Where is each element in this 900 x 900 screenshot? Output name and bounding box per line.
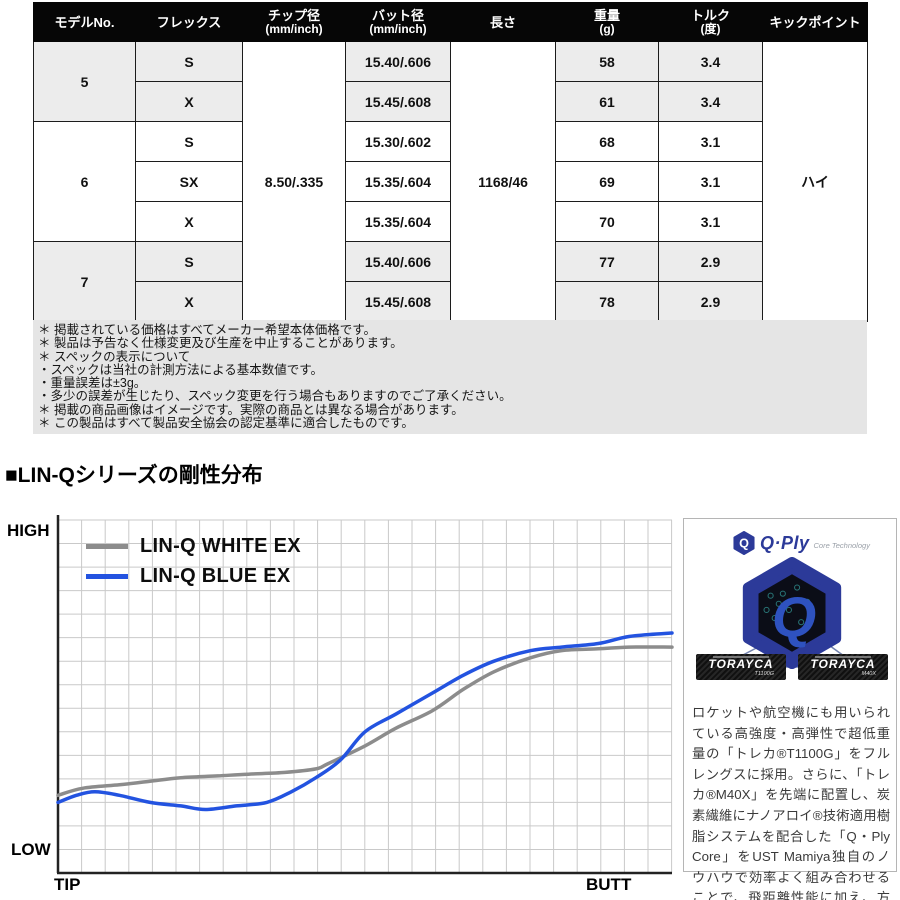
torayca-grade: T1100G bbox=[754, 671, 774, 677]
butt-cell: 15.40/.606 bbox=[345, 41, 451, 82]
torque-cell: 3.4 bbox=[658, 41, 763, 82]
butt-cell: 15.30/.602 bbox=[345, 121, 451, 162]
carbon-mesh-decoration bbox=[763, 584, 811, 626]
chart-legend: LIN-Q WHITE EX LIN-Q BLUE EX bbox=[86, 531, 301, 591]
flex-cell: S bbox=[135, 41, 243, 82]
model-cell: 5 bbox=[33, 41, 136, 122]
x-axis-label-tip: TIP bbox=[54, 875, 81, 894]
torque-cell: 2.9 bbox=[658, 281, 763, 322]
butt-cell: 15.35/.604 bbox=[345, 201, 451, 242]
svg-text:Q: Q bbox=[739, 537, 749, 551]
legend-item: LIN-Q BLUE EX bbox=[86, 561, 301, 591]
flex-cell: S bbox=[135, 241, 243, 282]
flex-cell: SX bbox=[135, 161, 243, 202]
weight-cell: 70 bbox=[555, 201, 659, 242]
spec-table: モデルNo. フレックス チップ径 (mm/inch) バット径 (mm/inch)… bbox=[33, 2, 868, 322]
tip-cell: 8.50/.335 bbox=[242, 41, 346, 322]
weight-cell: 77 bbox=[555, 241, 659, 282]
y-axis-label-high: HIGH bbox=[7, 521, 50, 540]
legend-label: LIN-Q BLUE EX bbox=[140, 564, 291, 587]
torque-cell: 3.1 bbox=[658, 161, 763, 202]
qply-logo-hexagon-icon: Q bbox=[733, 531, 755, 555]
col-header-butt: バット径 (mm/inch) bbox=[345, 2, 451, 42]
torque-cell: 2.9 bbox=[658, 241, 763, 282]
length-cell: 1168/46 bbox=[450, 41, 556, 322]
flex-cell: S bbox=[135, 121, 243, 162]
qply-technology-panel: Q Q·Ply Core Technology Q TORAYCA T1100G… bbox=[683, 518, 897, 900]
legend-item: LIN-Q WHITE EX bbox=[86, 531, 301, 561]
svg-text:Q: Q bbox=[772, 585, 816, 649]
flex-cell: X bbox=[135, 201, 243, 242]
torque-cell: 3.1 bbox=[658, 121, 763, 162]
torayca-grade: M40X bbox=[861, 671, 876, 677]
flex-cell: X bbox=[135, 81, 243, 122]
torayca-label: TORAYCA bbox=[810, 657, 876, 671]
note-line: ・スペックは当社の計測方法による基本数値です。 bbox=[38, 362, 324, 377]
butt-cell: 15.45/.608 bbox=[345, 281, 451, 322]
note-line: ＊ 掲載の商品画像はイメージです。実際の商品とは異なる場合があります。 bbox=[38, 402, 464, 417]
spec-header-row: モデルNo. フレックス チップ径 (mm/inch) バット径 (mm/inch)… bbox=[33, 2, 868, 42]
stiffness-chart bbox=[56, 515, 674, 875]
flex-cell: X bbox=[135, 281, 243, 322]
table-row: SX 15.35/.604 69 3.1 bbox=[34, 161, 868, 202]
col-header-kickpoint: キックポイント bbox=[762, 2, 868, 42]
weight-cell: 78 bbox=[555, 281, 659, 322]
table-row: X 15.35/.604 70 3.1 bbox=[34, 201, 868, 242]
col-header-tip: チップ径 (mm/inch) bbox=[242, 2, 346, 42]
col-header-flex: フレックス bbox=[135, 2, 243, 42]
qply-logo-subtitle: Core Technology bbox=[813, 540, 870, 550]
legend-swatch-blue-ex bbox=[86, 573, 128, 579]
x-axis-label-butt: BUTT bbox=[586, 875, 632, 894]
col-header-model: モデルNo. bbox=[33, 2, 136, 42]
chart-axes bbox=[56, 515, 672, 875]
chart-grid bbox=[58, 519, 673, 873]
note-line: ＊ スペックの表示について bbox=[38, 349, 191, 364]
table-row: X 15.45/.608 78 2.9 bbox=[34, 281, 868, 322]
weight-cell: 68 bbox=[555, 121, 659, 162]
model-cell: 6 bbox=[33, 121, 136, 242]
qply-logo-text: Q·Ply bbox=[760, 532, 810, 553]
model-cell: 7 bbox=[33, 241, 136, 322]
torayca-badge-t1100g: TORAYCA T1100G bbox=[696, 654, 786, 680]
table-row: 6 S 15.30/.602 68 3.1 bbox=[33, 121, 868, 242]
qply-logo: Q Q·Ply Core Technology bbox=[732, 531, 870, 555]
torayca-badge-m40x: TORAYCA M40X bbox=[798, 654, 888, 680]
legend-label: LIN-Q WHITE EX bbox=[140, 534, 301, 557]
legend-swatch-white-ex bbox=[86, 543, 128, 549]
butt-cell: 15.35/.604 bbox=[345, 161, 451, 202]
note-line: ＊ 掲載されている価格はすべてメーカー希望本体価格です。 bbox=[38, 323, 376, 337]
torque-cell: 3.4 bbox=[658, 81, 763, 122]
torayca-label: TORAYCA bbox=[708, 657, 774, 671]
butt-cell: 15.40/.606 bbox=[345, 241, 451, 282]
note-line: ・多少の誤差が生じたり、スペック変更を行う場合もありますのでご了承ください。 bbox=[38, 389, 512, 404]
chart-curves bbox=[56, 631, 674, 812]
note-line: ・重量誤差は±3g。 bbox=[38, 376, 147, 391]
kickpoint-cell: ハイ bbox=[762, 41, 868, 322]
table-row: X 15.45/.608 61 3.4 bbox=[34, 81, 868, 122]
notes-block: ＊ 掲載されている価格はすべてメーカー希望本体価格です。 ＊ 製品は予告なく仕様… bbox=[33, 320, 867, 435]
badge-top-line bbox=[815, 656, 871, 658]
table-row: 5 S 8.50/.335 15.40/.606 1168/46 58 3.4 … bbox=[33, 41, 868, 322]
qply-hexagon-graphic: Q bbox=[742, 557, 842, 669]
col-header-length: 長さ bbox=[450, 2, 556, 42]
col-header-torque: トルク (度) bbox=[658, 2, 763, 42]
technology-description: ロケットや航空機にも用いられている高強度・高弾性で超低重量の「トレカ®T1100… bbox=[692, 705, 890, 900]
badge-top-line bbox=[713, 656, 769, 658]
note-line: ＊ 製品は予告なく仕様変更及び生産を中止することがあります。 bbox=[38, 336, 403, 351]
weight-cell: 61 bbox=[555, 81, 659, 122]
col-header-weight: 重量 (g) bbox=[555, 2, 659, 42]
butt-cell: 15.45/.608 bbox=[345, 81, 451, 122]
weight-cell: 58 bbox=[555, 41, 659, 82]
y-axis-label-low: LOW bbox=[11, 840, 51, 859]
weight-cell: 69 bbox=[555, 161, 659, 202]
section-title: ■LIN-Qシリーズの剛性分布 bbox=[5, 464, 263, 487]
table-row: 7 S 15.40/.606 77 2.9 bbox=[33, 241, 868, 322]
torque-cell: 3.1 bbox=[658, 201, 763, 242]
note-line: ＊ この製品はすべて製品安全協会の認定基準に適合したものです。 bbox=[38, 416, 414, 431]
